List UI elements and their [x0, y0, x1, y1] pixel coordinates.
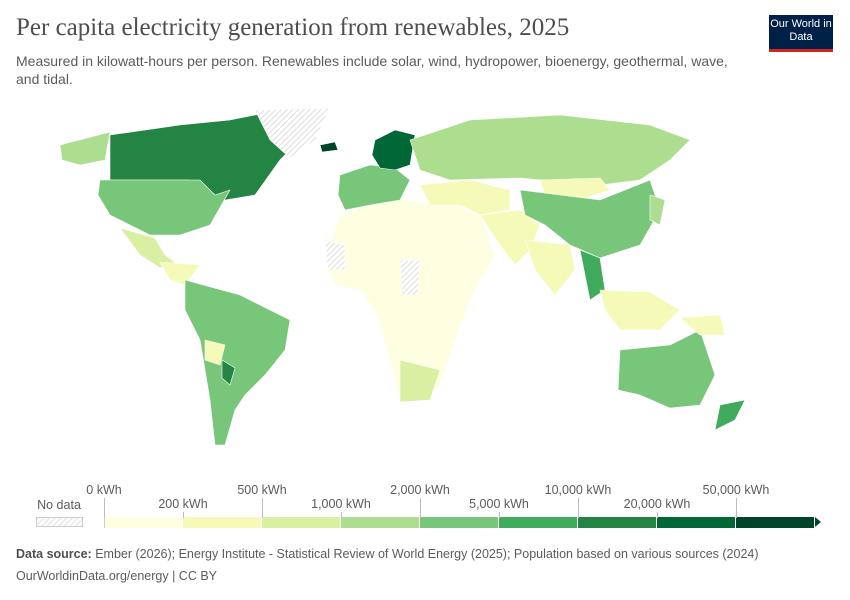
data-source-label: Data source: — [16, 547, 92, 561]
legend-bin-swatch — [578, 517, 657, 528]
country-shape[interactable] — [204, 339, 226, 366]
legend-bin-label: 5,000 kWh — [469, 497, 529, 511]
legend-tick — [657, 512, 658, 518]
legend-tick — [736, 498, 737, 518]
country-shape[interactable] — [119, 227, 176, 269]
legend-bin-swatch — [183, 517, 262, 528]
country-shape[interactable] — [324, 239, 346, 271]
legend-tick — [578, 498, 579, 518]
legend-bin-swatch — [499, 517, 578, 528]
country-shape[interactable] — [519, 179, 661, 259]
legend-tick — [341, 512, 342, 518]
legend-tick — [262, 498, 263, 518]
country-shape[interactable] — [599, 289, 681, 331]
country-shape[interactable] — [454, 209, 491, 246]
country-shape[interactable] — [371, 129, 416, 171]
legend-bin-label: 0 kWh — [86, 483, 122, 497]
country-shape[interactable] — [579, 249, 606, 301]
country-shape[interactable] — [399, 259, 421, 296]
country-shape[interactable] — [419, 179, 511, 216]
country-shape[interactable] — [524, 239, 576, 296]
country-shape[interactable] — [649, 194, 666, 226]
owid-logo[interactable]: Our World in Data — [769, 15, 833, 52]
chart-subtitle: Measured in kilowatt-hours per person. R… — [16, 53, 728, 87]
country-shape[interactable] — [409, 114, 691, 186]
legend-bin-label: 1,000 kWh — [311, 497, 371, 511]
legend-bin-swatch — [657, 517, 736, 528]
legend-bin-swatch — [736, 517, 815, 528]
legend-bin-label: 500 kWh — [237, 483, 287, 497]
legend-bin-label: 10,000 kWh — [544, 483, 612, 497]
country-shape[interactable] — [319, 141, 339, 153]
country-shape[interactable] — [184, 279, 291, 446]
source-url[interactable]: OurWorldinData.org/energy | CC BY — [16, 569, 218, 583]
legend-bin-label: 2,000 kWh — [390, 483, 450, 497]
country-shape[interactable] — [254, 107, 331, 159]
country-shape[interactable] — [679, 314, 726, 336]
legend-arrow — [815, 517, 821, 527]
legend-tick — [499, 512, 500, 518]
data-source: Data source: Ember (2026); Energy Instit… — [16, 547, 759, 561]
country-shape[interactable] — [714, 399, 746, 431]
legend-bin-label: 200 kWh — [158, 497, 208, 511]
country-shape[interactable] — [617, 329, 716, 409]
country-shape[interactable] — [59, 131, 111, 166]
country-shape[interactable] — [337, 164, 411, 211]
legend-bin-label: 20,000 kWh — [623, 497, 691, 511]
country-shape[interactable] — [97, 179, 231, 236]
legend-tick — [183, 512, 184, 518]
legend-bin-swatch — [420, 517, 499, 528]
legend-bin-label: 50,000 kWh — [702, 483, 770, 497]
legend-bin-swatch — [341, 517, 420, 528]
world-map — [59, 107, 746, 446]
legend-tick — [104, 498, 105, 518]
legend-bin-swatch — [262, 517, 341, 528]
country-shape[interactable] — [221, 359, 236, 386]
data-source-text: Ember (2026); Energy Institute - Statist… — [95, 547, 759, 561]
no-data-label: No data — [37, 498, 81, 512]
country-shape[interactable] — [159, 261, 201, 286]
legend-bin-swatch — [104, 517, 183, 528]
no-data-swatch — [36, 517, 83, 527]
country-shape[interactable] — [399, 359, 441, 403]
legend-tick — [420, 498, 421, 518]
chart-title: Per capita electricity generation from r… — [16, 14, 570, 41]
